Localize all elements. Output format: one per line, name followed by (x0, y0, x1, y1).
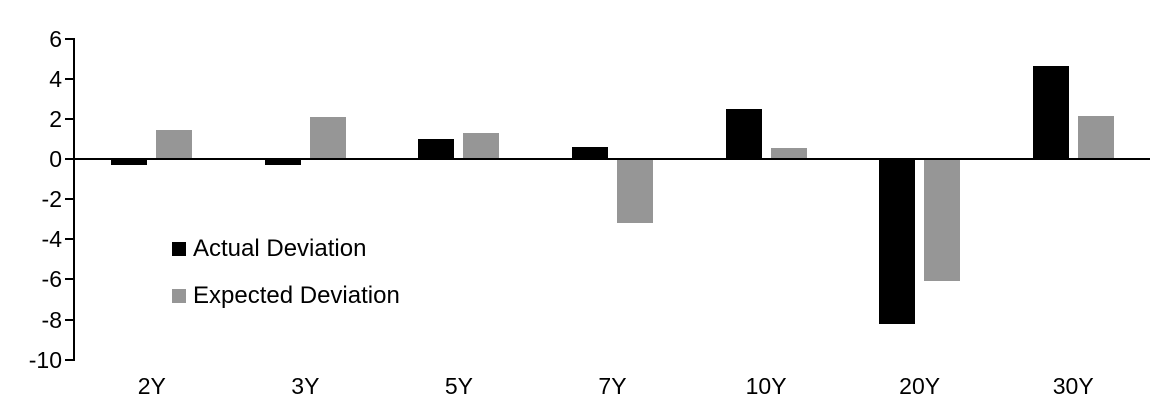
zero-baseline (73, 158, 1150, 160)
legend-item-actual-deviation: Actual Deviation (172, 235, 400, 262)
y-axis-tick (65, 37, 75, 40)
y-axis-tick (65, 158, 75, 160)
bar-expected-deviation-5y (463, 132, 500, 159)
x-axis-label-20y: 20Y (899, 373, 941, 399)
bar-expected-deviation-30y (1077, 115, 1114, 159)
legend-swatch-expected-icon (172, 289, 186, 303)
y-axis-tick (65, 358, 75, 361)
x-axis-label-10y: 10Y (745, 373, 787, 399)
x-axis-label-2y: 2Y (137, 373, 166, 399)
bar-expected-deviation-10y (770, 147, 807, 159)
y-axis-tick-label: 0 (49, 146, 62, 172)
bar-expected-deviation-3y (309, 116, 346, 159)
bar-actual-deviation-2y (111, 159, 148, 166)
y-axis-tick (65, 198, 75, 201)
y-axis-tick-label: -6 (41, 266, 62, 293)
bar-actual-deviation-30y (1032, 65, 1069, 159)
y-axis-tick-label: 2 (49, 105, 62, 132)
y-axis-tick-label: 6 (49, 25, 62, 52)
bar-expected-deviation-7y (617, 159, 653, 224)
bar-expected-deviation-20y (924, 159, 961, 282)
legend-swatch-actual-icon (172, 242, 186, 256)
y-axis-tick (65, 238, 75, 241)
legend-label-actual: Actual Deviation (193, 235, 367, 262)
y-axis-tick-label: 4 (49, 65, 62, 92)
y-axis-tick (65, 278, 75, 281)
y-axis-tick (65, 77, 75, 80)
y-axis-tick (65, 117, 75, 120)
bar-actual-deviation-5y (418, 138, 455, 159)
x-axis-label-3y: 3Y (291, 373, 320, 399)
x-axis-label-30y: 30Y (1052, 373, 1094, 399)
bar-actual-deviation-3y (264, 159, 301, 166)
y-axis-tick-label: -2 (41, 186, 62, 213)
bar-actual-deviation-7y (572, 146, 608, 159)
legend-label-expected: Expected Deviation (193, 282, 400, 309)
y-axis-line (73, 37, 75, 361)
y-axis-tick-label: -8 (41, 306, 62, 333)
y-axis-tick-label: -4 (41, 226, 62, 253)
legend-item-expected-deviation: Expected Deviation (172, 282, 400, 309)
y-axis-tick-label: -10 (28, 346, 62, 373)
x-axis-label-7y: 7Y (598, 373, 627, 399)
bar-expected-deviation-2y (156, 129, 193, 159)
legend: Actual Deviation Expected Deviation (172, 235, 400, 330)
x-axis-label-5y: 5Y (444, 373, 473, 399)
bar-actual-deviation-20y (879, 159, 916, 324)
y-axis-tick (65, 318, 75, 321)
bar-actual-deviation-10y (725, 108, 762, 159)
